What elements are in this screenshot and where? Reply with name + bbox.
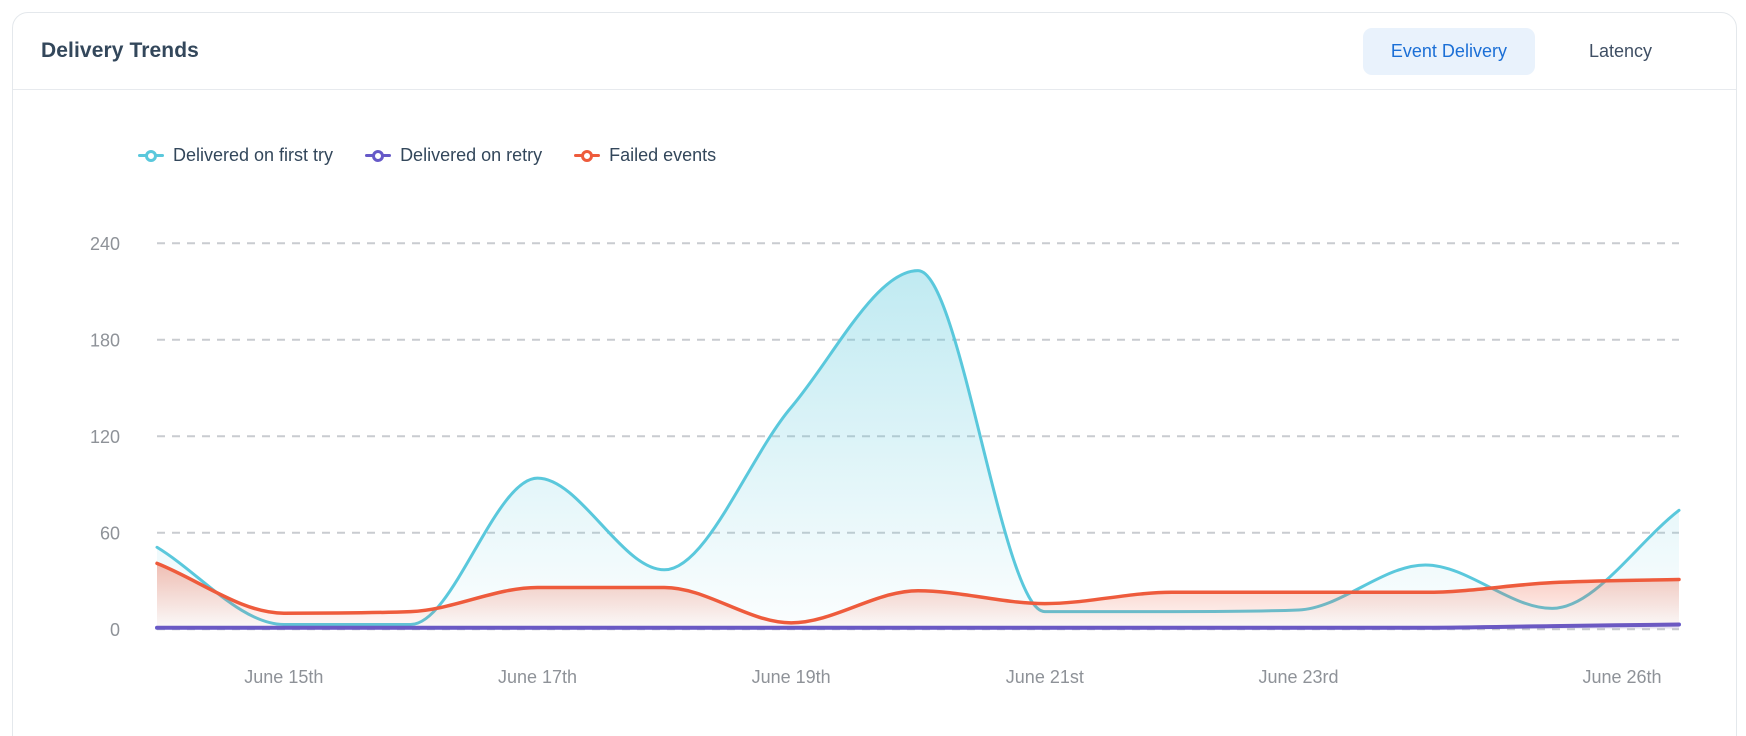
y-tick-label: 180 bbox=[90, 330, 120, 350]
tab-event-delivery[interactable]: Event Delivery bbox=[1362, 27, 1535, 75]
x-tick-label: June 26th bbox=[1582, 667, 1661, 687]
series-area-failed-events bbox=[157, 563, 1679, 630]
x-tick-label: June 15th bbox=[244, 667, 323, 687]
y-tick-label: 60 bbox=[100, 523, 120, 543]
x-tick-label: June 23rd bbox=[1258, 667, 1338, 687]
legend-item-delivered-retry[interactable]: Delivered on retry bbox=[365, 145, 542, 166]
chart-mode-tabs: Event Delivery Latency bbox=[1362, 27, 1680, 75]
x-tick-label: June 17th bbox=[498, 667, 577, 687]
legend-item-delivered-first-try[interactable]: Delivered on first try bbox=[138, 145, 333, 166]
line-marker-icon bbox=[365, 149, 392, 163]
y-tick-label: 240 bbox=[90, 234, 120, 254]
x-tick-label: June 19th bbox=[752, 667, 831, 687]
y-tick-label: 0 bbox=[110, 620, 120, 640]
legend-item-failed-events[interactable]: Failed events bbox=[574, 145, 716, 166]
series-area-delivered-on-first-try bbox=[157, 270, 1679, 630]
legend-label: Delivered on retry bbox=[400, 145, 543, 165]
tab-latency[interactable]: Latency bbox=[1561, 28, 1680, 75]
card-header: Delivery Trends Event Delivery Latency bbox=[13, 13, 1736, 90]
x-tick-label: June 21st bbox=[1006, 667, 1084, 687]
line-marker-icon bbox=[138, 149, 164, 163]
legend-label: Failed events bbox=[609, 145, 717, 165]
y-tick-label: 120 bbox=[90, 427, 120, 447]
chart-legend: Delivered on first try Delivered on retr… bbox=[138, 145, 716, 166]
legend-label: Delivered on first try bbox=[173, 145, 334, 165]
line-marker-icon bbox=[574, 149, 601, 163]
page-title: Delivery Trends bbox=[41, 39, 199, 62]
series-line-failed-events bbox=[155, 561, 1681, 625]
